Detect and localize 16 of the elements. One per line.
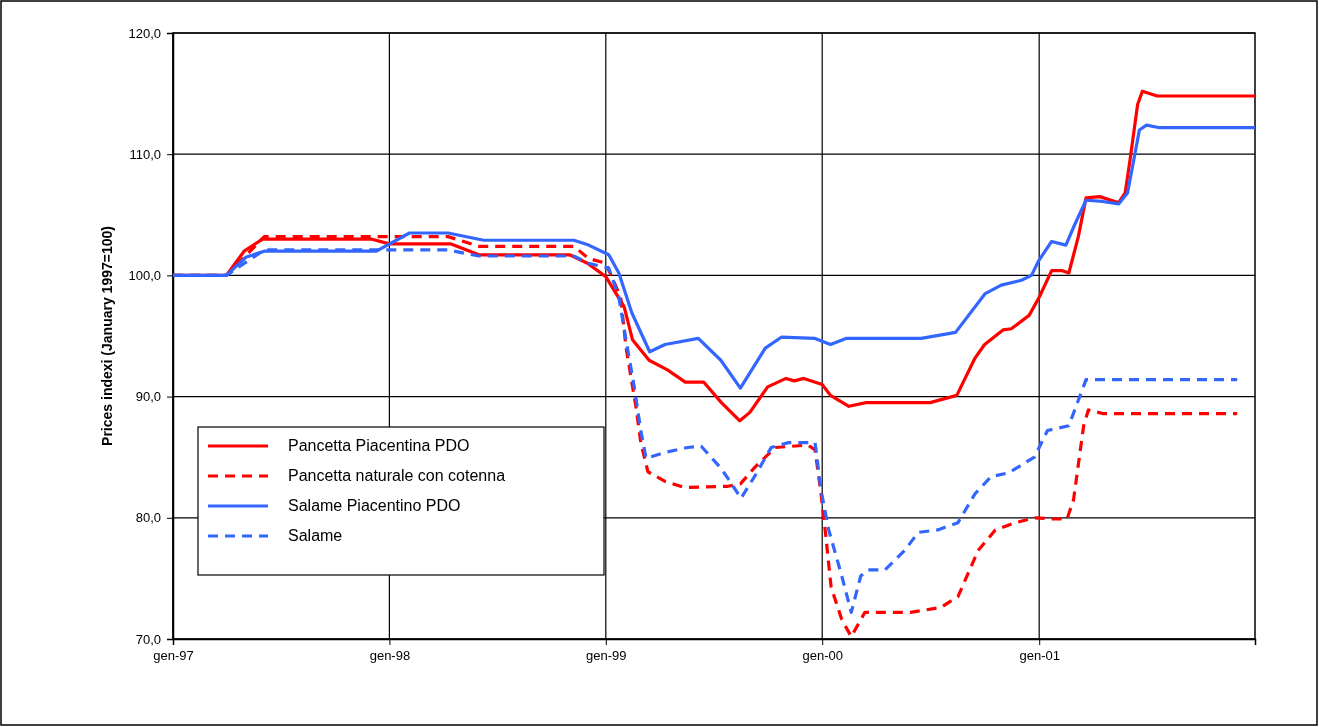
y-tick-label: 70,0: [135, 631, 161, 647]
x-tick-label: gen-98: [369, 648, 411, 664]
y-tick-label: 100,0: [128, 268, 161, 284]
legend-label: Salame: [288, 527, 343, 544]
y-tick-label: 120,0: [128, 25, 161, 41]
x-tick-label: gen-99: [586, 648, 627, 664]
y-tick-label: 80,0: [135, 510, 161, 526]
y-tick-label: 90,0: [135, 389, 161, 405]
legend-label: Pancetta naturale con cotenna: [288, 467, 506, 484]
x-tick-label: gen-00: [802, 648, 843, 664]
x-tick-label: gen-97: [153, 648, 194, 664]
y-tick-label: 110,0: [129, 146, 161, 162]
legend-label: Salame Piacentino PDO: [288, 497, 461, 514]
x-tick-label: gen-01: [1019, 648, 1060, 664]
y-axis-title: Prices indexi (January 1997=100): [99, 226, 115, 446]
legend-label: Pancetta Piacentina PDO: [288, 437, 470, 454]
